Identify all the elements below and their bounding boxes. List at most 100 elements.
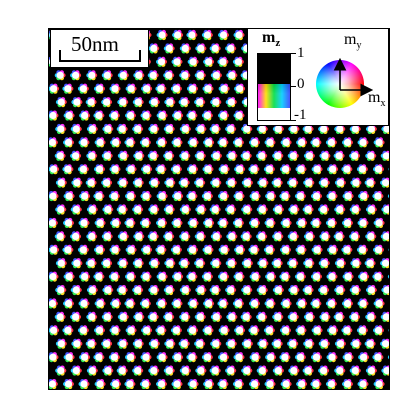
skyrmion <box>156 271 168 282</box>
skyrmion <box>280 298 292 309</box>
skyrmion <box>225 97 237 108</box>
skyrmion <box>139 379 151 389</box>
skyrmion <box>163 311 175 322</box>
skyrmion <box>218 83 230 94</box>
skyrmion <box>163 231 175 242</box>
skyrmion <box>203 56 215 67</box>
skyrmion <box>264 379 276 389</box>
skyrmion <box>388 248 389 252</box>
skyrmion <box>303 231 315 242</box>
skyrmion <box>302 285 314 296</box>
skyrmion <box>94 137 106 148</box>
skyrmion <box>257 258 269 269</box>
skyrmion <box>172 110 184 121</box>
skyrmion <box>263 325 275 336</box>
skyrmion <box>241 338 253 349</box>
skyrmion <box>389 218 390 228</box>
skyrmion <box>256 311 268 322</box>
skyrmion <box>148 97 160 108</box>
skyrmion <box>139 217 151 228</box>
skyrmion <box>117 311 129 322</box>
skyrmion <box>86 231 98 242</box>
skyrmion <box>342 137 353 148</box>
skyrmion <box>279 352 291 363</box>
skyrmion <box>318 285 330 296</box>
skyrmion <box>373 137 385 148</box>
skyrmion <box>70 150 82 161</box>
skyrmion <box>203 298 215 309</box>
skyrmion <box>334 123 346 134</box>
skyrmion <box>234 244 246 255</box>
skyrmion <box>210 150 222 161</box>
skyrmion <box>194 70 206 81</box>
skyrmion <box>172 352 184 363</box>
skyrmion <box>70 365 82 376</box>
skyrmion <box>194 338 206 349</box>
skyrmion <box>163 204 175 215</box>
skyrmion <box>156 217 167 228</box>
skyrmion <box>318 365 330 376</box>
skyrmion <box>132 97 144 108</box>
skyrmion <box>249 298 260 309</box>
skyrmion <box>364 258 376 269</box>
skyrmion <box>62 244 74 255</box>
skyrmion <box>349 204 361 215</box>
skyrmion <box>140 110 152 121</box>
skyrmion <box>349 365 361 376</box>
skyrmion <box>171 379 183 389</box>
skyrmion <box>94 298 106 309</box>
skyrmion <box>49 379 58 389</box>
skyrmion <box>295 164 307 175</box>
skyrmion <box>71 338 83 349</box>
skyrmion <box>55 123 67 134</box>
skyrmion <box>373 164 384 175</box>
skyrmion <box>148 365 160 376</box>
skyrmion <box>333 231 345 242</box>
skyrmion <box>187 164 198 175</box>
skyrmion <box>311 325 323 336</box>
skyrmion <box>373 379 385 389</box>
skyrmion <box>186 29 198 41</box>
skyrmion <box>170 164 182 175</box>
skyrmion <box>217 137 229 148</box>
skyrmion <box>55 338 67 349</box>
skyrmion <box>389 298 390 308</box>
my-label: my <box>344 31 362 52</box>
skyrmion <box>210 338 222 349</box>
skyrmion <box>116 123 128 134</box>
skyrmion <box>327 164 339 175</box>
skyrmion <box>280 137 292 148</box>
skyrmion <box>325 298 337 309</box>
skyrmion <box>240 311 252 322</box>
skyrmion <box>311 244 323 255</box>
skyrmion <box>241 285 253 296</box>
skyrmion <box>156 110 168 121</box>
skyrmion <box>179 150 191 161</box>
skyrmion <box>357 298 369 309</box>
skyrmion <box>365 365 377 376</box>
skyrmion <box>272 365 284 376</box>
skyrmion <box>234 164 246 175</box>
skyrmion <box>55 285 67 296</box>
skyrmion <box>218 352 229 363</box>
skyrmion <box>265 352 277 363</box>
skyrmion <box>164 177 176 188</box>
skyrmion <box>225 285 237 296</box>
skyrmion <box>155 244 167 255</box>
skyrmion <box>287 177 299 188</box>
skyrmion <box>156 56 167 67</box>
skyrmion <box>356 164 368 175</box>
mz-tick-label-top: 1 <box>297 45 305 61</box>
skyrmion <box>287 311 299 322</box>
skyrmion <box>187 217 199 228</box>
skyrmion <box>147 150 159 161</box>
skyrmion <box>263 164 275 175</box>
skyrmion <box>334 365 346 376</box>
skyrmion <box>209 123 221 134</box>
skyrmion <box>86 285 98 296</box>
skyrmion <box>209 285 221 296</box>
skyrmion <box>272 311 284 322</box>
skyrmion <box>373 244 384 255</box>
skyrmion <box>63 271 75 282</box>
skyrmion <box>342 271 354 282</box>
